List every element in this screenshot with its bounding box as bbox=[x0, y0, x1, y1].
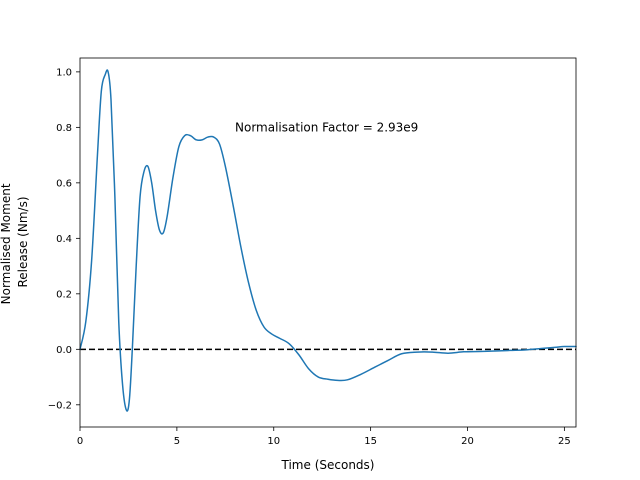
y-tick-label: 0.0 bbox=[56, 345, 72, 356]
x-tick-label: 15 bbox=[364, 436, 377, 447]
x-tick-label: 0 bbox=[77, 436, 83, 447]
y-axis-label-line1: Normalised Moment bbox=[0, 183, 13, 304]
x-tick-label: 5 bbox=[174, 436, 180, 447]
x-tick-label: 20 bbox=[461, 436, 474, 447]
y-tick-label: 0.4 bbox=[56, 234, 72, 245]
y-axis-label-line2: Release (Nm/s) bbox=[16, 196, 30, 287]
y-tick-label: 1.0 bbox=[56, 67, 72, 78]
x-tick-label: 25 bbox=[558, 436, 571, 447]
plot-frame bbox=[79, 57, 577, 428]
y-tick-label: −0.2 bbox=[48, 400, 72, 411]
y-tick-label: 0.8 bbox=[56, 123, 72, 134]
annotation-text: Normalisation Factor = 2.93e9 bbox=[235, 120, 418, 134]
plot-area bbox=[80, 58, 576, 427]
y-axis-label: Normalised Moment Release (Nm/s) bbox=[0, 180, 30, 305]
y-tick-label: 0.6 bbox=[56, 178, 72, 189]
x-tick-label: 10 bbox=[267, 436, 280, 447]
y-tick-label: 0.2 bbox=[56, 289, 72, 300]
x-axis-label: Time (Seconds) bbox=[281, 458, 375, 472]
series-line bbox=[79, 69, 577, 412]
